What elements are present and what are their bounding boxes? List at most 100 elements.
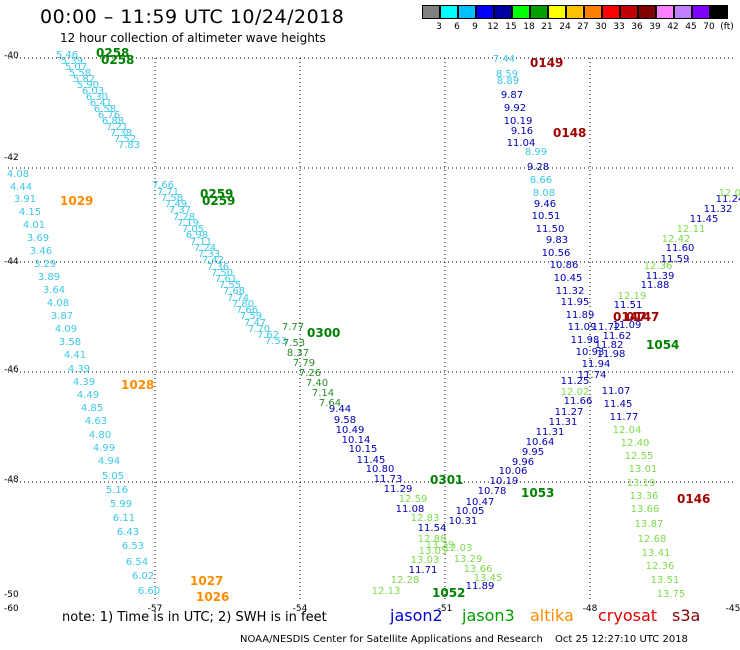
- wave-height-value: 9.28: [527, 162, 549, 173]
- wave-height-value: 10.06: [499, 466, 528, 477]
- latitude-tick-label: -46: [4, 365, 19, 375]
- wave-height-value: 12.68: [638, 534, 667, 545]
- longitude-tick-label: -54: [293, 604, 308, 614]
- pass-time-label: 0300: [307, 326, 340, 340]
- wave-height-value: 5.07: [65, 62, 87, 73]
- wave-height-value: 11.72: [592, 322, 621, 333]
- wave-height-value: 12.36: [644, 261, 673, 272]
- wave-height-value: 13.05: [419, 546, 448, 557]
- color-tick-label: 21: [541, 22, 553, 32]
- color-swatch: [674, 5, 692, 19]
- wave-height-value: 7.70: [248, 324, 270, 335]
- wave-height-value: 12.13: [372, 586, 401, 597]
- wave-height-value: 3.87: [51, 311, 73, 322]
- wave-height-value: 10.49: [336, 425, 365, 436]
- wave-height-value: 4.09: [55, 324, 77, 335]
- wave-height-value: 9.16: [511, 126, 533, 137]
- color-tick-label: 30: [595, 22, 607, 32]
- wave-height-value: 4.41: [64, 350, 86, 361]
- wave-height-value: 11.74: [578, 370, 607, 381]
- wave-height-value: 10.15: [349, 444, 378, 455]
- wave-height-value: 6.58: [94, 104, 116, 115]
- color-tick-label: (ft): [720, 22, 734, 32]
- wave-height-value: 4.63: [85, 416, 107, 427]
- wave-height-value: 5.05: [102, 471, 124, 482]
- wave-height-value: 10.64: [526, 437, 555, 448]
- wave-height-value: 13.66: [631, 504, 660, 515]
- wave-height-value: 6.11: [113, 513, 135, 524]
- pass-time-label: 0146: [677, 492, 710, 506]
- color-swatch: [422, 5, 440, 19]
- wave-height-value: 7.42: [202, 255, 224, 266]
- wave-height-value: 9.95: [522, 447, 544, 458]
- wave-height-value: 13.87: [635, 519, 664, 530]
- wave-height-value: 4.80: [89, 430, 111, 441]
- color-swatch: [584, 5, 602, 19]
- wave-height-value: 9.87: [501, 90, 523, 101]
- color-swatch: [566, 5, 584, 19]
- wave-height-value: 7.80: [232, 299, 254, 310]
- wave-height-value: 7.83: [118, 140, 140, 151]
- wave-height-value: 7.19: [177, 218, 199, 229]
- wave-height-value: 11.45: [604, 399, 633, 410]
- wave-height-value: 8.89: [497, 76, 519, 87]
- longitude-tick-label: -51: [438, 604, 453, 614]
- wave-height-value: 12.04: [613, 425, 642, 436]
- color-tick-label: 3: [436, 22, 442, 32]
- wave-height-value: 3.29: [34, 259, 56, 270]
- pass-time-label: 0147: [613, 310, 646, 324]
- wave-height-value: 12.19: [618, 291, 647, 302]
- color-tick-label: 24: [559, 22, 571, 32]
- color-swatch: [638, 5, 656, 19]
- wave-height-value: 3.69: [27, 233, 49, 244]
- wave-height-value: 13.29: [454, 554, 483, 565]
- wave-height-value: 11.29: [384, 484, 413, 495]
- wave-height-value: 4.08: [47, 298, 69, 309]
- wave-height-value: 11.89: [466, 581, 495, 592]
- wave-height-value: 11.73: [374, 474, 403, 485]
- wave-height-value: 6.54: [126, 557, 148, 568]
- wave-height-value: 11.04: [507, 138, 536, 149]
- wave-height-value: 13.75: [657, 589, 686, 600]
- wave-height-value: 12.59: [399, 494, 428, 505]
- wave-height-value: 7.36: [207, 262, 229, 273]
- wave-height-value: 11.51: [614, 300, 643, 311]
- wave-height-value: 13.19: [627, 478, 656, 489]
- wave-height-value: 7.62: [257, 330, 279, 341]
- wave-height-value: 10.86: [550, 260, 579, 271]
- wave-height-value: 11.24: [716, 194, 740, 205]
- wave-height-value: 5.82: [73, 74, 95, 85]
- pass-time-label: 1054: [646, 338, 679, 352]
- wave-height-value: 6.02: [132, 571, 154, 582]
- color-swatch: [458, 5, 476, 19]
- pass-time-label: 1053: [521, 486, 554, 500]
- wave-height-value: 12.04: [719, 188, 740, 199]
- wave-height-value: 7.53: [265, 336, 287, 347]
- color-swatch: [620, 5, 638, 19]
- wave-height-value: 3.58: [59, 337, 81, 348]
- color-swatch: [512, 5, 530, 19]
- wave-height-value: 5.39: [61, 56, 83, 67]
- pass-time-label: 0259: [200, 187, 233, 201]
- satellite-legend-item: jason2: [390, 606, 443, 625]
- wave-height-value: 12.02: [561, 387, 590, 398]
- wave-height-value: 13.66: [464, 564, 493, 575]
- wave-height-value: 11.95: [561, 297, 590, 308]
- wave-height-value: 3.89: [38, 272, 60, 283]
- color-swatch: [476, 5, 494, 19]
- wave-height-value: 6.76: [98, 110, 120, 121]
- color-tick-label: 70: [703, 22, 715, 32]
- color-tick-label: 27: [577, 22, 589, 32]
- wave-height-value: 4.94: [98, 456, 120, 467]
- wave-height-value: 13.51: [651, 575, 680, 586]
- color-tick-label: 45: [685, 22, 697, 32]
- pass-time-label: 1027: [190, 574, 223, 588]
- wave-height-value: 11.82: [595, 340, 624, 351]
- pass-time-label: 0149: [530, 56, 563, 70]
- color-tick-label: 6: [454, 22, 460, 32]
- wave-height-value: 10.19: [490, 476, 519, 487]
- wave-height-value: 11.31: [549, 417, 578, 428]
- satellite-legend-item: cryosat: [598, 606, 658, 625]
- wave-height-value: 11.09: [613, 320, 642, 331]
- wave-height-value: 11.08: [396, 504, 425, 515]
